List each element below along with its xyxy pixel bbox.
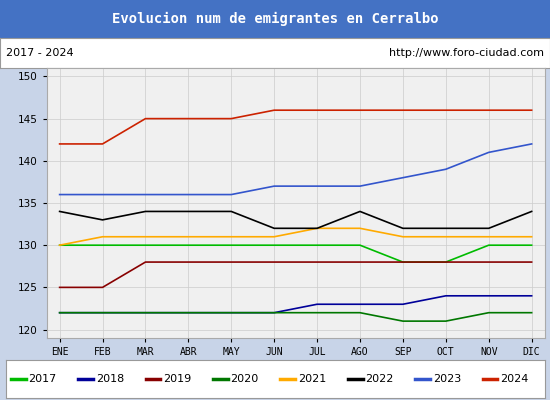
Text: 2017: 2017 (29, 374, 57, 384)
Text: 2017 - 2024: 2017 - 2024 (6, 48, 73, 58)
Text: http://www.foro-ciudad.com: http://www.foro-ciudad.com (389, 48, 544, 58)
Text: 2024: 2024 (500, 374, 529, 384)
Text: 2022: 2022 (365, 374, 394, 384)
Text: 2019: 2019 (163, 374, 191, 384)
Text: 2020: 2020 (230, 374, 259, 384)
Text: Evolucion num de emigrantes en Cerralbo: Evolucion num de emigrantes en Cerralbo (112, 12, 438, 26)
Text: 2018: 2018 (96, 374, 124, 384)
Text: 2023: 2023 (433, 374, 461, 384)
Text: 2021: 2021 (298, 374, 326, 384)
